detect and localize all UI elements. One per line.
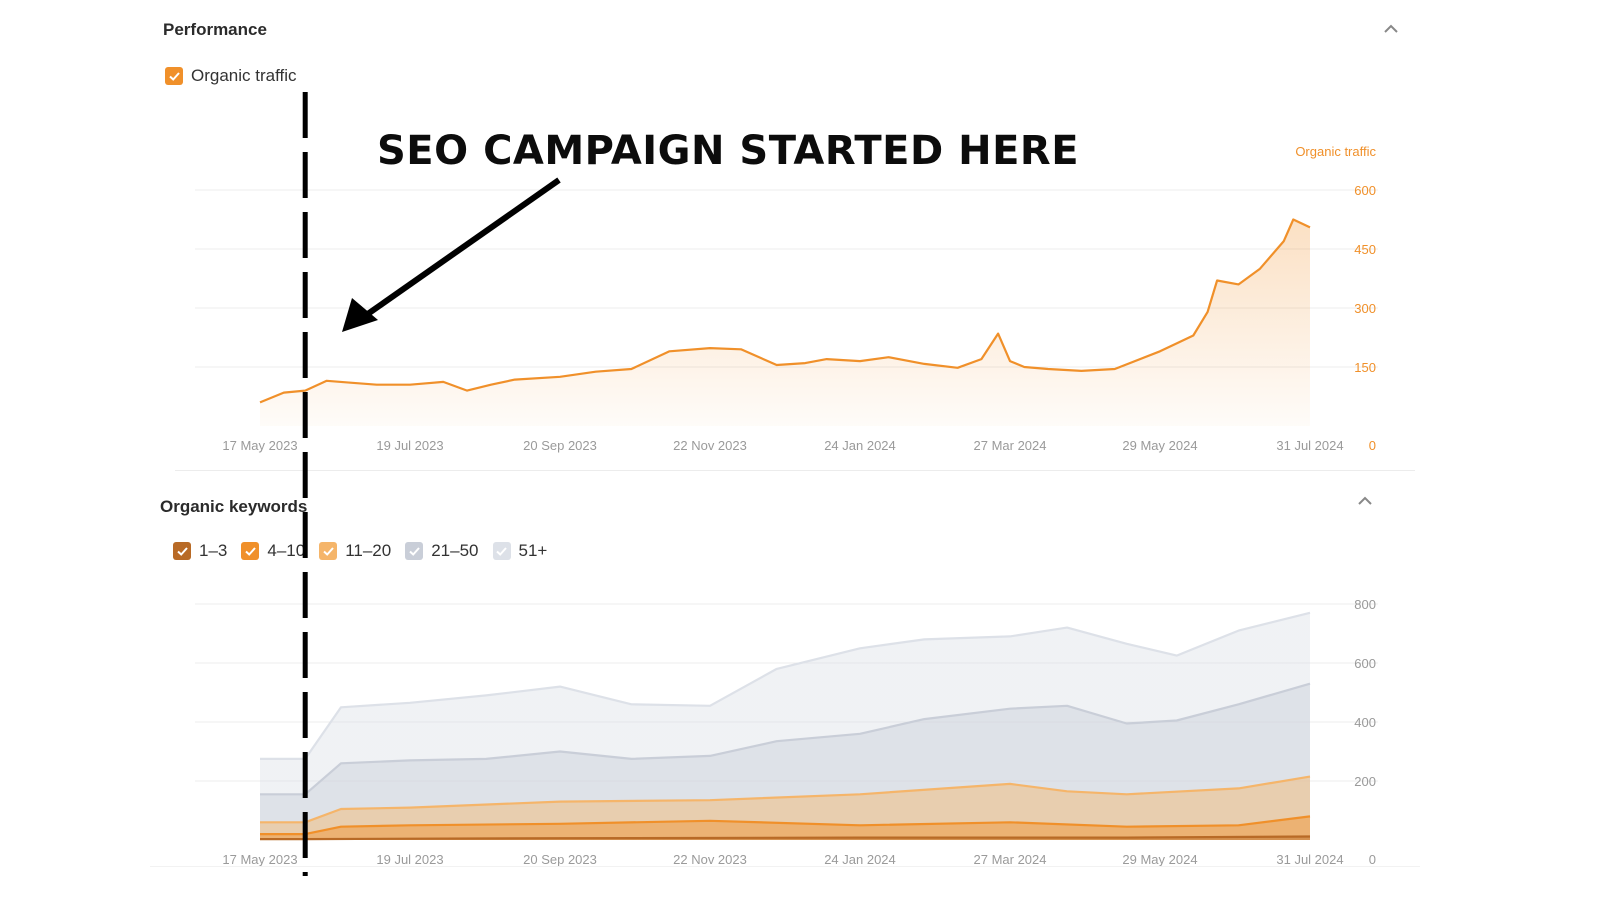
legend-label-2: 11–20: [345, 541, 392, 560]
legend-checkbox-2[interactable]: [319, 542, 338, 560]
x-tick-label: 24 Jan 2024: [824, 438, 896, 453]
y-tick-label: 0: [1369, 438, 1376, 453]
checkmark-icon: [176, 546, 188, 556]
x-tick-label: 27 Mar 2024: [974, 852, 1047, 867]
keywords-legend: 1–3 4–10 11–20 21–50 51+: [173, 541, 547, 561]
x-tick-label: 24 Jan 2024: [824, 852, 896, 867]
x-tick-label: 19 Jul 2023: [376, 852, 443, 867]
series-area-0: [260, 219, 1310, 426]
y-tick-label: 600: [1354, 183, 1376, 198]
organic-traffic-checkbox[interactable]: [165, 67, 183, 85]
series-line-0: [259, 218, 1311, 404]
x-tick-label: 20 Sep 2023: [523, 852, 597, 867]
organic-traffic-chart: 0 150 300 450 600 17 May 2023 19 Jul 2023 20 Se…: [195, 144, 1378, 453]
y-tick-label: 200: [1354, 774, 1376, 789]
legend-checkbox-4[interactable]: [492, 542, 511, 560]
x-tick-label: 29 May 2024: [1122, 852, 1197, 867]
series-area-3: [260, 816, 1310, 840]
checkmark-icon: [323, 546, 334, 556]
y-tick-label: 400: [1354, 715, 1376, 730]
y-tick-label: 450: [1354, 242, 1376, 257]
y-tick-label: 300: [1354, 301, 1376, 316]
series-line-1: [260, 682, 1311, 796]
x-tick-label: 20 Sep 2023: [523, 438, 597, 453]
y-tick-label: 800: [1354, 597, 1376, 612]
bottom-divider: [150, 866, 1420, 867]
organic-keywords-title: Organic keywords: [160, 497, 308, 516]
x-tick-label: 17 May 2023: [222, 438, 297, 453]
legend-label-4: 51+: [518, 541, 548, 560]
legend-item-0[interactable]: 1–3: [173, 541, 227, 561]
x-tick-label: 29 May 2024: [1122, 438, 1197, 453]
x-tick-label: 22 Nov 2023: [673, 438, 747, 453]
checkmark-icon: [245, 546, 256, 556]
collapse-keywords-chevron-up-icon[interactable]: [1356, 492, 1374, 510]
x-tick-label: 22 Nov 2023: [673, 852, 747, 867]
legend-item-1[interactable]: 4–10: [241, 541, 305, 561]
x-tick-label: 31 Jul 2024: [1276, 438, 1343, 453]
legend-item-3[interactable]: 21–50: [405, 541, 479, 561]
legend-label-3: 21–50: [431, 541, 479, 560]
series-line-2: [260, 775, 1311, 824]
checkmark-icon: [409, 546, 420, 556]
legend-checkbox-1[interactable]: [241, 542, 260, 560]
y-tick-label: 0: [1369, 852, 1376, 867]
x-tick-label: 27 Mar 2024: [974, 438, 1047, 453]
legend-label-0: 1–3: [199, 541, 228, 560]
y-axis-title: Organic traffic: [1295, 144, 1376, 159]
series-line-4: [260, 835, 1311, 841]
legend-checkbox-3[interactable]: [405, 542, 424, 560]
y-tick-label: 600: [1354, 656, 1376, 671]
x-tick-label: 19 Jul 2023: [376, 438, 443, 453]
legend-item-2[interactable]: 11–20: [319, 541, 391, 561]
legend-organic-traffic[interactable]: Organic traffic: [165, 66, 297, 86]
annotation-text: SEO CAMPAIGN STARTED HERE: [377, 128, 1080, 174]
y-tick-label: 150: [1354, 360, 1376, 375]
collapse-performance-chevron-up-icon[interactable]: [1382, 20, 1400, 38]
checkmark-icon: [168, 71, 180, 81]
legend-item-4[interactable]: 51+: [492, 541, 548, 561]
checkmark-icon: [496, 546, 507, 556]
series-line-3: [260, 815, 1311, 836]
organic-traffic-label: Organic traffic: [191, 66, 297, 85]
series-line-0: [260, 611, 1311, 760]
legend-checkbox-0[interactable]: [173, 542, 191, 560]
legend-label-1: 4–10: [267, 541, 306, 560]
x-tick-label: 17 May 2023: [222, 852, 297, 867]
organic-keywords-chart: 0 200 400 600 800 17 May 2023 19 Jul 2023 20 Se…: [195, 597, 1378, 867]
performance-title: Performance: [163, 20, 267, 39]
section-divider: [175, 470, 1415, 471]
x-tick-label: 31 Jul 2024: [1276, 852, 1343, 867]
